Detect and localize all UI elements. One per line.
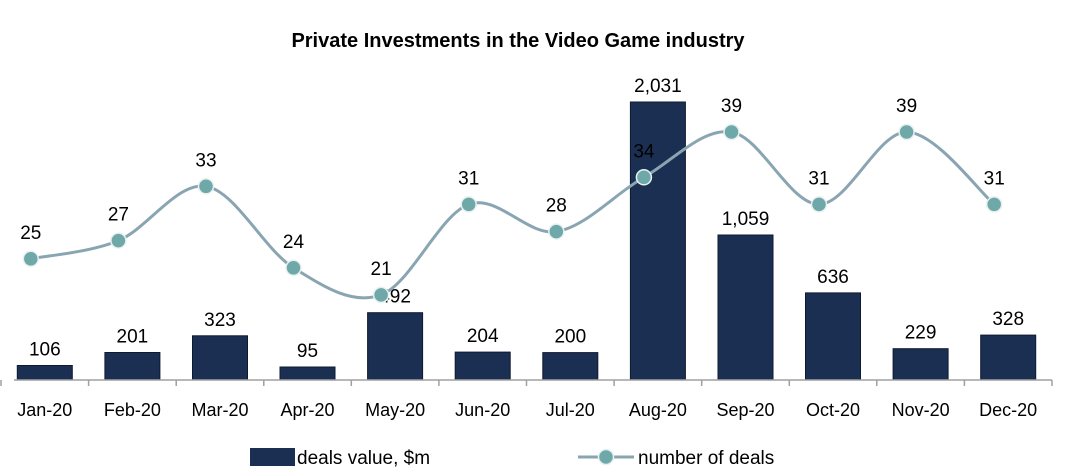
x-axis-ticks — [0, 380, 1053, 386]
x-tick-label-Sep-20: Sep-20 — [716, 400, 774, 420]
bar-Oct-20 — [805, 292, 861, 381]
line-label-Mar-20: 33 — [195, 150, 216, 171]
x-tick-label-Oct-20: Oct-20 — [806, 400, 860, 420]
x-tick-label-Feb-20: Feb-20 — [104, 400, 161, 420]
line-point-Aug-20 — [635, 169, 653, 186]
legend-line-label: number of deals — [638, 448, 774, 469]
line-point-Nov-20 — [898, 123, 915, 141]
bar-series — [16, 101, 1037, 381]
x-tick-label-Mar-20: Mar-20 — [191, 400, 248, 420]
legend: deals value, $m number of deals — [250, 448, 774, 469]
line-label-Aug-20: 34 — [633, 141, 655, 162]
bar-label-Apr-20: 95 — [297, 341, 318, 362]
line-label-Jan-20: 25 — [20, 223, 41, 244]
line-point-Jul-20 — [548, 223, 565, 240]
line-point-Jan-20 — [22, 250, 40, 268]
line-label-May-20: 21 — [371, 259, 392, 280]
bar-label-Feb-20: 201 — [117, 327, 149, 348]
x-tick-label-Apr-20: Apr-20 — [280, 400, 334, 420]
line-point-Oct-20 — [810, 196, 828, 213]
bar-Jun-20 — [454, 351, 511, 381]
bar-Aug-20 — [629, 101, 686, 381]
x-axis-tick-labels: Jan-20 Feb-20 Mar-20 Apr-20 May-20 Jun-20 Jul-… — [17, 400, 1037, 420]
line-point-Sep-20 — [723, 123, 740, 141]
line-series-path — [30, 130, 996, 300]
line-label-Nov-20: 39 — [896, 96, 917, 117]
chart-title: Private Investments in the Video Game in… — [291, 30, 745, 52]
line-label-Jul-20: 28 — [546, 196, 567, 217]
bar-label-Jul-20: 200 — [554, 327, 586, 348]
x-tick-label-Jun-20: Jun-20 — [455, 400, 510, 420]
x-tick-label-Jul-20: Jul-20 — [546, 400, 595, 420]
line-point-Feb-20 — [110, 232, 127, 249]
bar-Sep-20 — [717, 234, 774, 381]
line-point-Apr-20 — [285, 259, 302, 277]
line-label-Oct-20: 31 — [808, 168, 829, 189]
line-point-Jun-20 — [460, 196, 477, 213]
bar-label-Dec-20: 328 — [992, 309, 1024, 330]
x-tick-label-Dec-20: Dec-20 — [979, 400, 1037, 420]
bar-label-Nov-20: 229 — [905, 323, 937, 344]
bar-label-Jun-20: 204 — [467, 326, 499, 347]
line-point-May-20 — [372, 286, 390, 304]
line-label-Jun-20: 31 — [458, 168, 479, 189]
line-value-labels: 25 27 33 24 21 31 28 34 39 31 39 31 — [20, 96, 1005, 280]
x-tick-label-Aug-20: Aug-20 — [629, 400, 687, 420]
line-point-Dec-20 — [985, 196, 1003, 213]
bar-Feb-20 — [104, 352, 161, 381]
line-label-Apr-20: 24 — [283, 232, 305, 253]
line-point-Mar-20 — [197, 178, 215, 195]
legend-bar-label: deals value, $m — [297, 448, 430, 469]
bar-Jul-20 — [542, 352, 599, 381]
legend-line-marker — [597, 448, 615, 466]
bar-label-Aug-20: 2,031 — [634, 76, 682, 97]
bar-label-Jan-20: 106 — [29, 340, 61, 361]
x-tick-label-Jan-20: Jan-20 — [17, 400, 72, 420]
bar-Dec-20 — [980, 334, 1037, 381]
bar-Mar-20 — [192, 335, 248, 381]
x-tick-label-Nov-20: Nov-20 — [892, 400, 950, 420]
bar-Apr-20 — [279, 366, 336, 381]
bar-label-Sep-20: 1,059 — [722, 209, 770, 230]
line-label-Sep-20: 39 — [721, 96, 742, 117]
bar-Nov-20 — [892, 348, 949, 381]
x-tick-label-May-20: May-20 — [365, 400, 425, 420]
bar-label-Oct-20: 636 — [817, 267, 849, 288]
bar-Jan-20 — [16, 365, 73, 381]
legend-bar-swatch — [250, 448, 295, 466]
line-series-points — [22, 123, 1003, 304]
line-label-Dec-20: 31 — [984, 168, 1005, 189]
bar-label-Mar-20: 323 — [204, 310, 236, 331]
bar-May-20 — [367, 312, 424, 381]
line-label-Feb-20: 27 — [108, 205, 129, 226]
